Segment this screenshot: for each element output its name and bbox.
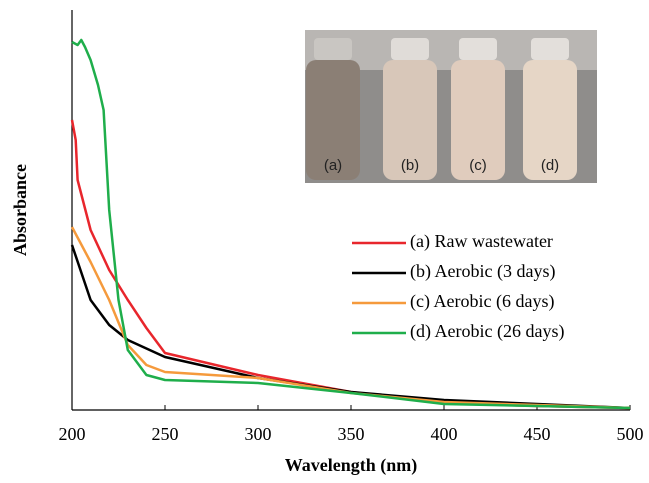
legend-label: (b) Aerobic (3 days): [410, 261, 555, 282]
legend-label: (a) Raw wastewater: [410, 231, 553, 252]
legend-label: (d) Aerobic (26 days): [410, 321, 564, 342]
data-line: [70, 226, 631, 410]
data-line: [70, 244, 631, 410]
x-tick-label: 350: [338, 424, 365, 444]
vial: [383, 38, 437, 180]
x-tick-label: 500: [617, 424, 644, 444]
x-tick-label: 250: [152, 424, 179, 444]
vial: [523, 38, 577, 180]
vial: [306, 38, 360, 180]
x-tick-label: 400: [431, 424, 458, 444]
inset-label: (d): [541, 157, 559, 174]
data-line: [71, 38, 631, 410]
inset-photo: [305, 30, 597, 183]
legend-label: (c) Aerobic (6 days): [410, 291, 554, 312]
x-tick-label: 300: [245, 424, 272, 444]
inset-label: (b): [401, 157, 419, 174]
y-axis-label: Absorbance: [10, 164, 30, 256]
inset-label: (c): [469, 157, 487, 174]
x-tick-label: 200: [59, 424, 86, 444]
vial: [451, 38, 505, 180]
x-tick-label: 450: [524, 424, 551, 444]
inset-label: (a): [324, 157, 342, 174]
x-axis-label: Wavelength (nm): [285, 455, 418, 476]
